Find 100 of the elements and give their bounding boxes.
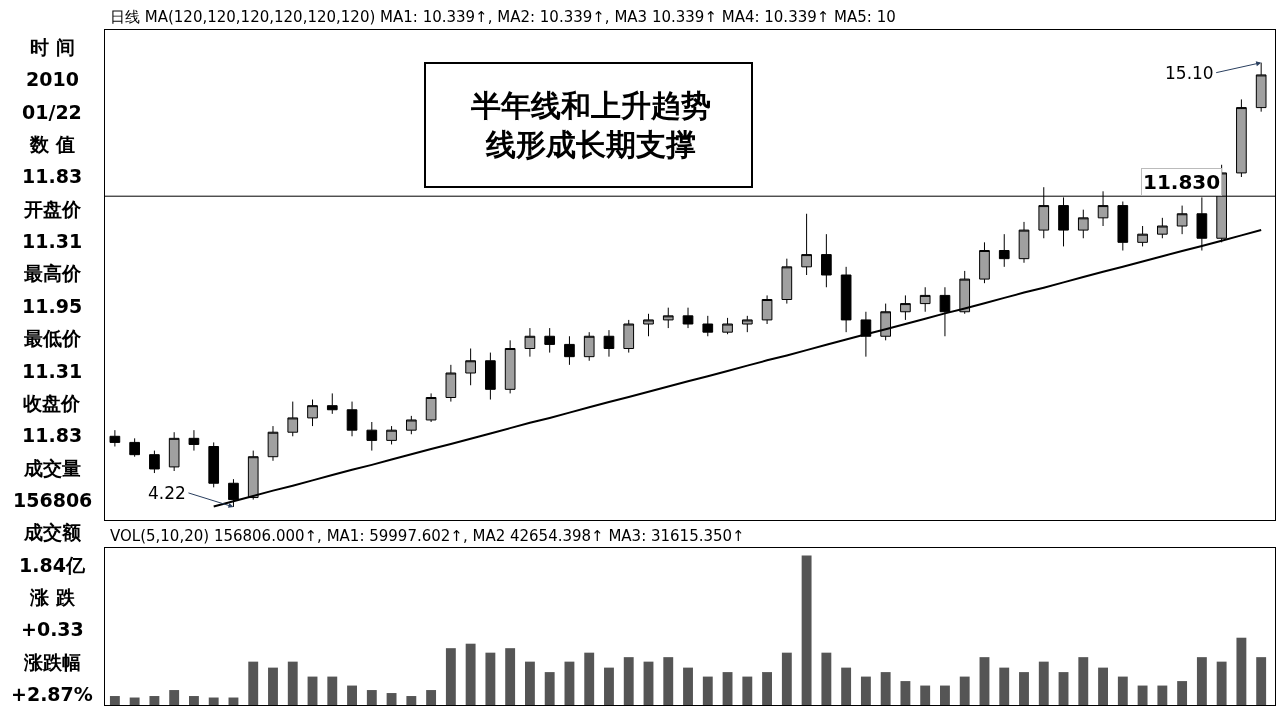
bar bbox=[1216, 661, 1227, 705]
bar bbox=[287, 661, 298, 705]
text: 成交额 bbox=[23, 521, 82, 543]
bar bbox=[683, 667, 693, 705]
text: 11.83 bbox=[22, 424, 83, 446]
candlestick bbox=[919, 286, 931, 313]
bar bbox=[959, 676, 970, 705]
bar bbox=[307, 676, 318, 705]
bar bbox=[426, 690, 437, 705]
candlestick bbox=[1157, 217, 1168, 239]
bar bbox=[801, 555, 812, 705]
candlestick bbox=[168, 431, 180, 472]
candlestick bbox=[504, 339, 516, 394]
bar bbox=[880, 672, 891, 705]
annotation: 线形成长期支撑 bbox=[485, 127, 696, 162]
annotation: 半年线和上升趋势 bbox=[470, 88, 711, 123]
bar bbox=[347, 685, 357, 705]
bar bbox=[1256, 657, 1267, 705]
candlestick bbox=[346, 401, 358, 437]
text: +0.33 bbox=[21, 618, 84, 640]
candlestick bbox=[485, 352, 496, 401]
candlestick bbox=[662, 307, 674, 329]
bar bbox=[1117, 676, 1128, 705]
candlestick bbox=[840, 266, 852, 333]
bar bbox=[465, 643, 476, 705]
bar bbox=[366, 690, 377, 705]
candlestick bbox=[386, 425, 397, 445]
bar bbox=[406, 696, 417, 705]
candlestick bbox=[702, 315, 714, 337]
candlestick bbox=[583, 331, 595, 362]
candlestick bbox=[722, 317, 733, 335]
bar bbox=[920, 685, 931, 705]
text: VOL(5,10,20) 156806.000↑, MA1: 59997.602↑, MA2 42654.398↑ MA3: 31615.350↑ bbox=[110, 527, 745, 545]
candlestick bbox=[643, 313, 654, 337]
candlestick bbox=[405, 415, 417, 435]
bar bbox=[445, 648, 456, 705]
text: 日线 MA(120,120,120,120,120,120) MA1: 10.339↑, MA2: 10.339↑, MA3 10.339↑ MA4: 10.339↑ MA5: 10 bbox=[110, 8, 896, 26]
bar bbox=[268, 667, 278, 705]
text: 收盘价 bbox=[23, 392, 81, 414]
candlestick bbox=[801, 213, 812, 276]
text: 涨跌幅 bbox=[23, 651, 81, 673]
bar bbox=[722, 672, 733, 705]
bar bbox=[505, 648, 516, 705]
candlestick bbox=[682, 307, 694, 329]
bar bbox=[386, 693, 397, 705]
candlestick bbox=[129, 437, 140, 458]
bar bbox=[188, 696, 199, 705]
bar bbox=[1058, 672, 1069, 705]
text: 最高价 bbox=[23, 262, 82, 284]
bar bbox=[841, 667, 852, 705]
bar bbox=[860, 676, 871, 705]
annotation: 15.10 bbox=[1165, 63, 1214, 83]
candlestick bbox=[524, 327, 536, 358]
candlestick bbox=[603, 329, 615, 358]
candlestick bbox=[326, 392, 338, 415]
bar bbox=[623, 657, 634, 705]
candlestick bbox=[880, 303, 891, 341]
text: 开盘价 bbox=[23, 198, 82, 220]
bar bbox=[604, 667, 614, 705]
bar bbox=[485, 652, 496, 705]
bar bbox=[1098, 667, 1108, 705]
bar bbox=[762, 672, 773, 705]
ref-line-label: 11.830 bbox=[1143, 170, 1221, 194]
bar bbox=[248, 661, 259, 705]
candlestick bbox=[900, 294, 911, 321]
candlestick bbox=[1018, 221, 1030, 264]
annotation: 4.22 bbox=[148, 483, 186, 503]
bar bbox=[544, 672, 555, 705]
candlestick bbox=[1117, 201, 1129, 251]
text: 01/22 bbox=[22, 101, 82, 123]
bar bbox=[1019, 672, 1029, 705]
candlestick bbox=[188, 429, 200, 452]
bar bbox=[109, 696, 120, 705]
candlestick bbox=[761, 294, 773, 325]
bar bbox=[564, 661, 575, 705]
text: 11.31 bbox=[22, 360, 83, 382]
text: 11.31 bbox=[22, 230, 83, 252]
text: 成交量 bbox=[23, 457, 81, 479]
bar bbox=[1038, 661, 1049, 705]
candlestick bbox=[544, 327, 556, 354]
text: 11.83 bbox=[22, 165, 83, 187]
bar bbox=[1236, 637, 1247, 705]
candlestick bbox=[366, 421, 378, 452]
bar bbox=[129, 697, 140, 705]
candlestick bbox=[979, 241, 990, 284]
text: 1.84亿 bbox=[19, 554, 86, 576]
candlestick bbox=[623, 319, 635, 354]
bar bbox=[663, 657, 674, 705]
candlestick bbox=[860, 311, 872, 358]
bar bbox=[781, 652, 792, 705]
bar bbox=[524, 661, 535, 705]
bar bbox=[940, 685, 950, 705]
bar bbox=[327, 676, 338, 705]
candlestick bbox=[959, 270, 971, 315]
candlestick bbox=[998, 233, 1010, 268]
bar bbox=[208, 697, 219, 705]
candlestick bbox=[208, 441, 220, 488]
candlestick bbox=[1176, 205, 1188, 235]
candlestick bbox=[564, 335, 575, 366]
candlestick bbox=[821, 233, 832, 288]
